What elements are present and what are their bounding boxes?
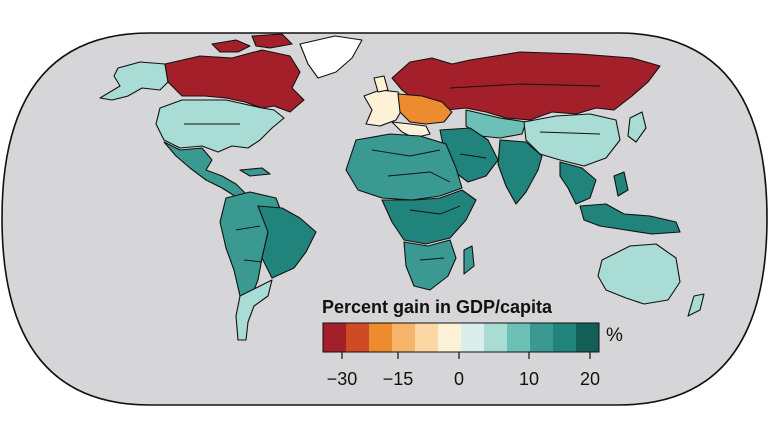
legend-bin bbox=[323, 323, 347, 352]
region-china bbox=[523, 113, 621, 167]
region-japan bbox=[627, 111, 647, 143]
legend-bin bbox=[346, 323, 370, 352]
legend-bin bbox=[392, 323, 416, 352]
region-caribbean bbox=[239, 167, 271, 177]
legend-color-bar bbox=[322, 322, 600, 359]
legend-bin bbox=[438, 323, 462, 352]
region-australia bbox=[597, 243, 681, 305]
region-canada bbox=[164, 49, 305, 113]
region-central-africa bbox=[381, 189, 477, 245]
legend-tick: 20 bbox=[580, 369, 600, 389]
legend: Percent gain in GDP/capita % −30 −15 0 1… bbox=[322, 297, 623, 389]
legend-tick: 0 bbox=[454, 369, 464, 389]
legend-unit: % bbox=[606, 325, 623, 346]
region-philippines bbox=[613, 171, 629, 197]
legend-bin bbox=[369, 323, 393, 352]
region-canada-islands-2 bbox=[251, 33, 293, 49]
legend-bin bbox=[461, 323, 485, 352]
legend-tick: −30 bbox=[327, 369, 358, 389]
region-brazil bbox=[257, 205, 317, 279]
legend-ticks: −30 −15 0 10 20 bbox=[327, 369, 600, 389]
legend-tick: 10 bbox=[519, 369, 539, 389]
land-layer bbox=[99, 33, 705, 341]
legend-bin bbox=[553, 323, 577, 352]
region-new-zealand bbox=[687, 293, 705, 317]
country-borders bbox=[184, 83, 601, 263]
region-united-states bbox=[155, 99, 285, 153]
region-alaska bbox=[99, 61, 169, 101]
region-southern-africa bbox=[403, 239, 457, 291]
legend-tick: −15 bbox=[383, 369, 414, 389]
legend-title: Percent gain in GDP/capita bbox=[322, 297, 553, 317]
legend-bin bbox=[484, 323, 508, 352]
region-uk bbox=[373, 75, 389, 93]
region-indonesia bbox=[579, 203, 681, 235]
region-eastern-europe bbox=[397, 93, 453, 125]
region-canada-islands bbox=[211, 39, 251, 53]
legend-bin bbox=[507, 323, 531, 352]
legend-bin bbox=[576, 323, 600, 352]
region-southeast-asia bbox=[559, 161, 597, 205]
region-north-africa bbox=[345, 133, 463, 201]
legend-bin bbox=[530, 323, 554, 352]
region-madagascar bbox=[463, 245, 475, 275]
region-south-europe bbox=[391, 121, 431, 139]
region-greenland bbox=[299, 35, 363, 79]
legend-bin bbox=[415, 323, 439, 352]
region-mexico-central-america bbox=[163, 141, 247, 199]
region-india bbox=[497, 139, 543, 205]
region-southern-cone bbox=[235, 279, 273, 341]
legend-bar-frame bbox=[322, 322, 600, 353]
